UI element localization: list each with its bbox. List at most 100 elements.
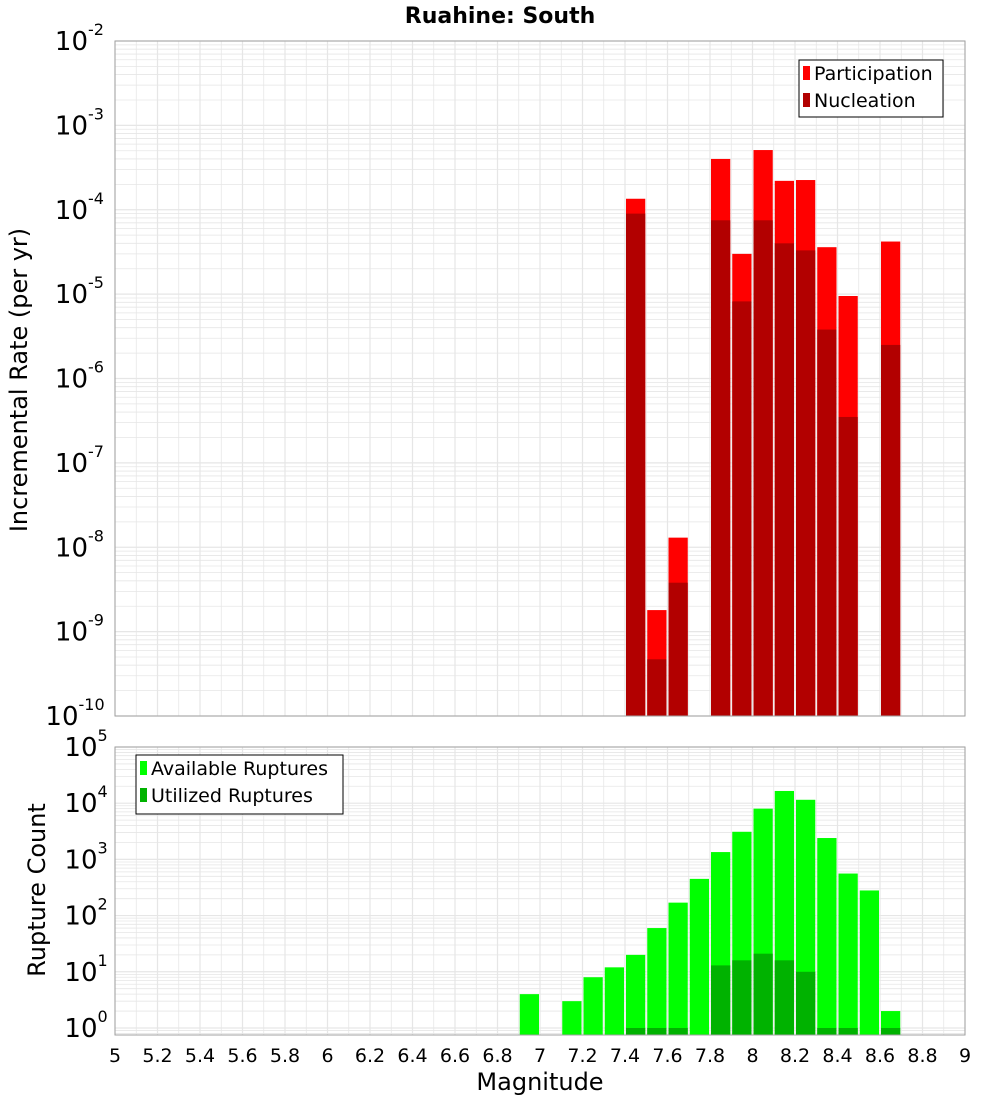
x-tick-label: 7.6: [652, 1045, 682, 1067]
y-tick-exponent: -10: [79, 695, 105, 714]
rate-bar: [626, 213, 646, 717]
count-bar: [817, 1027, 837, 1035]
count-bar: [647, 928, 667, 1035]
count-bar: [774, 960, 794, 1035]
legend-swatch: [803, 66, 810, 80]
rate-y-tick-label: 10 -9: [55, 611, 104, 648]
count-bar: [583, 977, 603, 1035]
count-bar: [668, 902, 688, 1035]
x-tick-label: 8: [746, 1045, 758, 1067]
y-tick-exponent: 4: [98, 782, 108, 801]
rate-panel: 10-210-310-410-510-610-710-810-910 -10Par…: [45, 20, 966, 732]
count-bar: [626, 954, 646, 1035]
y-tick-exponent: -4: [88, 189, 104, 208]
legend-box: [135, 754, 344, 815]
y-tick-exponent: 2: [98, 895, 108, 914]
legend-label: Available Ruptures: [151, 758, 328, 780]
x-tick-label: 8.6: [865, 1045, 895, 1067]
legend-label: Utilized Ruptures: [151, 785, 313, 807]
y-tick-base: 10: [45, 702, 78, 732]
legend-swatch: [803, 93, 810, 107]
y-tick-base: 10: [64, 845, 97, 875]
x-tick-label: 6.6: [440, 1045, 470, 1067]
rate-bar: [838, 416, 858, 716]
rate-y-axis-label: Incremental Rate (per yr): [5, 228, 33, 532]
legend-swatch: [140, 761, 147, 775]
count-bar: [732, 960, 752, 1035]
count-bar: [519, 994, 539, 1035]
rate-y-tick-label: 10 -6: [55, 358, 104, 395]
count-y-axis-label: Rupture Count: [23, 803, 51, 977]
count-bar: [647, 1027, 667, 1035]
count-bar: [689, 878, 709, 1035]
y-tick-base: 10: [64, 902, 97, 932]
rate-y-tick-label: 10 -2: [55, 20, 104, 57]
rate-grid: [114, 40, 966, 717]
rate-series-1: [626, 213, 901, 717]
y-tick-base: 10: [55, 280, 88, 310]
count-bar: [838, 1027, 858, 1035]
y-tick-base: 10: [64, 789, 97, 819]
x-tick-label: 6.2: [355, 1045, 385, 1067]
legend-swatch: [140, 788, 147, 802]
rate-bar: [817, 329, 837, 716]
x-tick-label: 5.2: [142, 1045, 172, 1067]
y-tick-exponent: -6: [88, 358, 104, 377]
x-tick-label: 7: [534, 1045, 546, 1067]
x-tick-label: 8.4: [822, 1045, 852, 1067]
rate-plot-border: [114, 40, 966, 717]
x-tick-label: 7.8: [695, 1045, 725, 1067]
count-y-tick-label: 10 3: [64, 838, 107, 875]
rate-y-tick-label: 10 -10: [45, 695, 104, 732]
count-bar: [604, 967, 624, 1035]
count-bar: [881, 1027, 901, 1035]
count-y-tick-label: 10 4: [64, 782, 107, 819]
chart-title: Ruahine: South: [405, 4, 596, 29]
y-tick-exponent: 0: [98, 1007, 108, 1026]
count-bar: [838, 873, 858, 1035]
y-tick-base: 10: [55, 111, 88, 141]
rate-bar: [753, 220, 773, 717]
rate-bar: [881, 344, 901, 716]
x-tick-label: 7.2: [567, 1045, 597, 1067]
count-bar: [711, 965, 731, 1035]
legend-label: Participation: [814, 63, 933, 85]
count-y-tick-label: 10 5: [64, 726, 107, 763]
y-tick-base: 10: [55, 196, 88, 226]
x-tick-label: 6.8: [482, 1045, 512, 1067]
x-tick-label: 5.6: [227, 1045, 257, 1067]
rate-bar: [732, 301, 752, 716]
x-tick-label: 7.4: [610, 1045, 640, 1067]
y-tick-exponent: 1: [98, 951, 108, 970]
y-tick-base: 10: [55, 449, 88, 479]
y-tick-exponent: 3: [98, 838, 108, 857]
count-bar: [562, 1001, 582, 1035]
y-tick-base: 10: [55, 533, 88, 563]
legend-box: [798, 59, 944, 118]
count-bar: [817, 838, 837, 1035]
rate-bar: [668, 582, 688, 716]
count-bar: [859, 890, 879, 1035]
rate-bar: [711, 220, 731, 717]
y-tick-exponent: -9: [88, 611, 104, 630]
rate-bar: [647, 659, 667, 716]
count-y-tick-label: 10 1: [64, 951, 107, 988]
rate-y-tick-label: 10 -5: [55, 273, 104, 310]
count-plot-border: [114, 746, 966, 1036]
x-tick-label: 6.4: [397, 1045, 427, 1067]
legend-label: Nucleation: [814, 90, 916, 112]
count-bar: [796, 971, 816, 1035]
y-tick-base: 10: [64, 1014, 97, 1044]
y-tick-exponent: -8: [88, 526, 104, 545]
y-tick-base: 10: [64, 958, 97, 988]
y-tick-base: 10: [55, 27, 88, 57]
count-bar: [626, 1027, 646, 1035]
rate-y-tick-label: 10 -4: [55, 189, 104, 226]
y-tick-base: 10: [55, 618, 88, 648]
rate-y-tick-label: 10 -7: [55, 442, 104, 479]
count-legend: Available Ruptures Utilized Ruptures: [135, 754, 344, 815]
rate-bar: [774, 243, 794, 717]
y-tick-exponent: -3: [88, 104, 104, 123]
y-tick-exponent: 5: [98, 726, 108, 745]
